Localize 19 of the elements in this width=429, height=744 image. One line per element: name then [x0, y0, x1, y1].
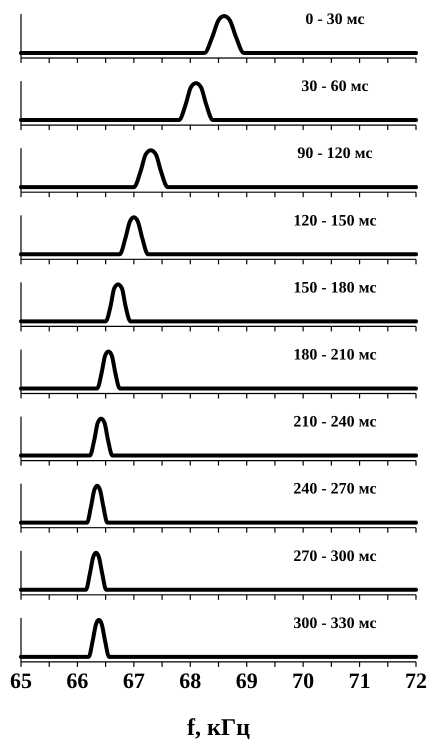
x-tick-label: 68 — [179, 668, 202, 693]
chart-title: 300 - 330 мс — [293, 614, 377, 632]
chart-title: 90 - 120 мс — [297, 145, 373, 162]
x-tick-label: 65 — [10, 668, 32, 693]
chart-title: 0 - 30 мс — [305, 11, 365, 28]
chart-title: 120 - 150 мс — [293, 212, 377, 230]
x-tick-label: 72 — [405, 668, 427, 693]
x-axis-title: f, кГц — [187, 714, 250, 741]
x-tick-label: 70 — [292, 668, 314, 693]
x-tick-label: 71 — [348, 668, 371, 693]
chart-title: 150 - 180 мс — [293, 279, 377, 296]
x-tick-label: 67 — [122, 668, 145, 693]
x-tick-label: 66 — [66, 668, 88, 693]
chart-title: 270 - 300 мс — [293, 548, 377, 565]
chart-title: 30 - 60 мс — [301, 78, 369, 96]
x-tick-label: 69 — [236, 668, 258, 693]
chart-title: 240 - 270 мс — [293, 480, 377, 498]
chart-title: 180 - 210 мс — [293, 346, 377, 364]
chart-title: 210 - 240 мс — [293, 414, 377, 431]
